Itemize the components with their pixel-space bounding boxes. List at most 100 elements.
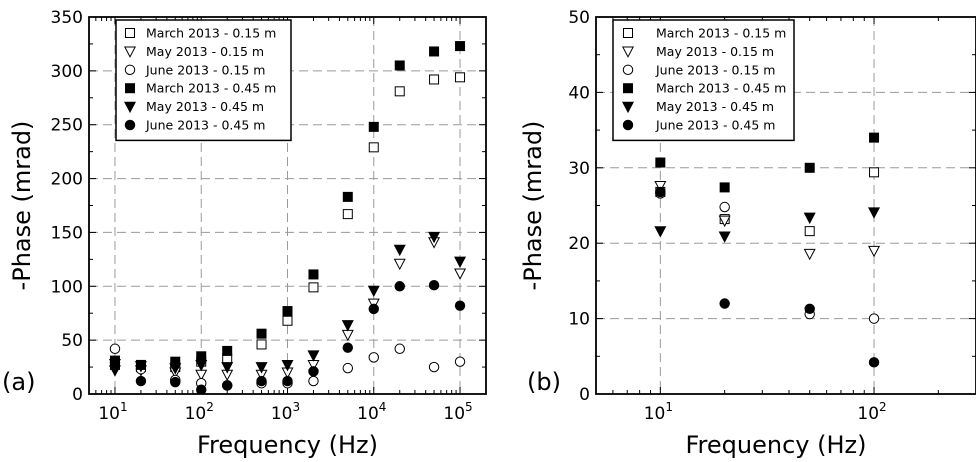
legend-item: May 2013 - 0.45 m: [621, 99, 774, 114]
data-point: [308, 269, 319, 280]
series-triangle-down-open: [654, 180, 881, 261]
y-tick-label: 0: [579, 385, 590, 405]
data-point: [134, 361, 147, 373]
data-point: [222, 345, 233, 356]
data-point: [308, 282, 319, 293]
data-point: [654, 180, 667, 193]
data-point: [341, 320, 354, 332]
legend-item: June 2013 - 0.15 m: [622, 62, 775, 77]
legend-item: March 2013 - 0.15 m: [125, 26, 276, 41]
y-tick-label: 10: [568, 310, 590, 330]
x-tick-label: 101: [644, 400, 673, 424]
x-tick-label: 103: [271, 400, 300, 424]
y-tick-label: 40: [568, 83, 590, 103]
data-point: [428, 279, 440, 291]
series-triangle-down-filled: [108, 231, 467, 377]
legend-box: [612, 19, 795, 142]
data-point: [719, 182, 730, 193]
legend-item: May 2013 - 0.15 m: [621, 44, 774, 59]
data-point: [804, 226, 815, 237]
legend-label: May 2013 - 0.45 m: [656, 99, 774, 114]
panel-b: 0 10 20 30 40 50 101 102 Frequency (Hz) -Phase (m…: [519, 8, 976, 459]
legend-marker: [124, 64, 136, 76]
plot-frame: [88, 16, 487, 395]
legend: March 2013 - 0.15 m May 2013 - 0.15 m June…: [115, 19, 292, 142]
data-point: [282, 306, 293, 317]
x-tick-label: 105: [443, 400, 472, 424]
legend-label: March 2013 - 0.15 m: [146, 26, 276, 41]
data-point: [256, 328, 267, 339]
panel-label: (a): [2, 368, 35, 396]
data-point: [393, 258, 406, 271]
y-tick-label: 350: [51, 8, 83, 28]
data-point: [169, 363, 182, 375]
data-point: [342, 209, 353, 220]
legend-marker: [123, 46, 137, 58]
data-point: [454, 268, 467, 280]
legend-marker: [623, 28, 633, 38]
legend-item: June 2013 - 0.15 m: [124, 62, 265, 77]
data-point: [282, 375, 293, 387]
data-point: [868, 207, 881, 219]
legend-label: May 2013 - 0.45 m: [146, 99, 264, 114]
data-point: [869, 167, 880, 178]
data-point: [368, 303, 379, 315]
data-point: [803, 212, 816, 225]
legend-marker: [621, 46, 635, 58]
data-point: [368, 121, 379, 132]
legend-marker: [125, 83, 135, 94]
plot-frame: [595, 16, 976, 395]
data-point: [195, 360, 208, 372]
data-point: [367, 285, 380, 298]
legend-label: June 2013 - 0.15 m: [145, 62, 265, 77]
legend-marker: [623, 83, 633, 94]
data-point: [308, 375, 319, 387]
data-point: [868, 357, 880, 368]
legend-label: May 2013 - 0.15 m: [656, 44, 774, 59]
data-points: [108, 41, 467, 394]
legend-label: June 2013 - 0.45 m: [145, 118, 265, 133]
legend-label: June 2013 - 0.45 m: [655, 118, 775, 133]
data-point: [281, 360, 294, 372]
data-point: [196, 384, 207, 394]
x-tick-label: 102: [185, 400, 214, 424]
data-point: [454, 256, 467, 269]
legend-item: June 2013 - 0.45 m: [622, 118, 775, 133]
x-axis-title: Frequency (Hz): [686, 431, 867, 459]
data-point: [454, 300, 466, 311]
data-point: [109, 357, 121, 368]
y-tick-label: 100: [51, 277, 83, 297]
legend: March 2013 - 0.15 m May 2013 - 0.15 m June…: [612, 19, 795, 142]
legend-marker: [622, 119, 634, 131]
data-point: [255, 362, 268, 374]
data-point: [655, 186, 666, 198]
x-tick-label: 104: [357, 400, 386, 424]
y-tick-label: 300: [51, 62, 83, 82]
data-point: [654, 226, 667, 238]
legend-marker: [124, 119, 136, 131]
y-tick-label: 50: [568, 8, 590, 28]
legend-label: March 2013 - 0.15 m: [656, 26, 786, 41]
data-point: [256, 375, 267, 387]
data-point: [221, 380, 233, 391]
legend-marker: [125, 28, 135, 38]
data-point: [455, 72, 466, 83]
data-point: [394, 60, 405, 71]
series-triangle-down-filled: [654, 207, 881, 243]
legend-label: May 2013 - 0.15 m: [146, 44, 264, 59]
y-axis-title: -Phase (mrad): [519, 121, 547, 291]
data-point: [429, 46, 440, 57]
x-tick-label: 102: [857, 400, 886, 424]
data-point: [342, 362, 354, 374]
data-point: [394, 86, 405, 97]
data-point: [429, 74, 440, 85]
data-point: [393, 244, 406, 257]
data-point: [109, 343, 121, 354]
x-tick-label: 101: [98, 400, 127, 424]
data-point: [455, 41, 466, 52]
data-point: [135, 375, 147, 387]
data-point: [868, 245, 881, 258]
data-point: [719, 298, 730, 309]
data-point: [718, 215, 731, 228]
